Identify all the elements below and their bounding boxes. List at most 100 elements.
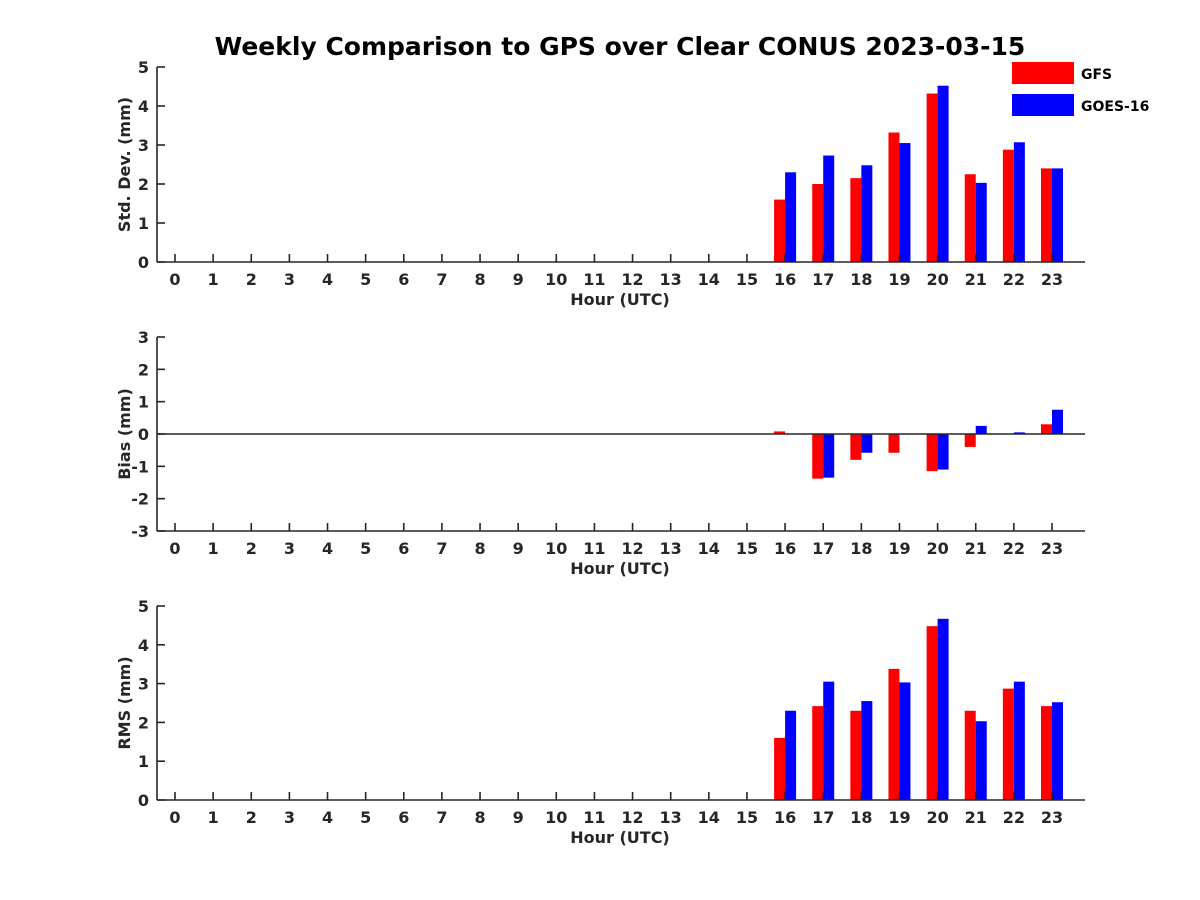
std-dev-x-tick-label: 5 (360, 270, 371, 289)
rms-x-tick-label: 23 (1041, 808, 1063, 827)
std-dev-x-tick-label: 10 (545, 270, 567, 289)
bias-x-tick-label: 18 (850, 539, 872, 558)
rms-bar-goes16-21 (975, 721, 987, 800)
bias-bar-gfs-18 (850, 434, 862, 460)
rms-x-tick-label: 20 (926, 808, 948, 827)
bias-x-tick-label: 4 (322, 539, 333, 558)
bias-x-tick-label: 20 (926, 539, 948, 558)
rms-x-tick-label: 16 (774, 808, 796, 827)
std-dev-x-tick-label: 4 (322, 270, 333, 289)
bias-y-tick-label: -2 (131, 490, 149, 509)
rms-bar-goes16-16 (785, 710, 797, 800)
std-dev-x-tick-label: 14 (698, 270, 720, 289)
bias-y-tick-label: 2 (138, 360, 149, 379)
std-dev-y-tick-label: 2 (138, 175, 149, 194)
rms-x-tick-label: 2 (246, 808, 257, 827)
std-dev-x-tick-label: 9 (513, 270, 524, 289)
bias-bar-gfs-19 (888, 434, 900, 453)
bias-bar-gfs-20 (926, 434, 938, 472)
std-dev-x-tick-label: 6 (398, 270, 409, 289)
std-dev-bar-goes16-20 (937, 85, 949, 262)
bias-y-tick-label: -3 (131, 522, 149, 541)
rms-x-tick-label: 8 (474, 808, 485, 827)
bias-y-tick-label: -1 (131, 457, 149, 476)
bias-bar-gfs-23 (1040, 424, 1052, 434)
rms-bar-gfs-21 (964, 710, 976, 800)
rms-bar-goes16-19 (899, 682, 911, 800)
bias-x-tick-label: 0 (169, 539, 180, 558)
std-dev-y-tick-label: 0 (138, 253, 149, 272)
std-dev-bar-goes16-21 (975, 182, 987, 262)
std-dev-x-tick-label: 8 (474, 270, 485, 289)
std-dev-x-tick-label: 12 (621, 270, 643, 289)
std-dev-x-tick-label: 21 (965, 270, 987, 289)
std-dev-x-tick-label: 0 (169, 270, 180, 289)
rms-bar-goes16-18 (861, 701, 873, 800)
bias-x-tick-label: 3 (284, 539, 295, 558)
bias-x-tick-label: 14 (698, 539, 720, 558)
rms-bar-goes16-20 (937, 618, 949, 800)
rms-x-tick-label: 22 (1003, 808, 1025, 827)
std-dev-y-tick-label: 3 (138, 136, 149, 155)
bias-x-tick-label: 12 (621, 539, 643, 558)
std-dev-x-tick-label: 17 (812, 270, 834, 289)
std-dev-bar-goes16-16 (785, 172, 797, 262)
bias-bar-gfs-17 (812, 434, 824, 479)
rms-x-tick-label: 18 (850, 808, 872, 827)
rms-bar-goes16-17 (823, 681, 835, 800)
bias-x-tick-label: 7 (436, 539, 447, 558)
rms-x-tick-label: 21 (965, 808, 987, 827)
legend-swatch-goes16 (1012, 94, 1074, 116)
std-dev-y-tick-label: 4 (138, 97, 149, 116)
rms-x-axis-label: Hour (UTC) (570, 828, 670, 847)
bias-x-tick-label: 15 (736, 539, 758, 558)
bias-bar-goes16-18 (861, 434, 873, 453)
bias-x-tick-label: 22 (1003, 539, 1025, 558)
bias-y-tick-label: 0 (138, 425, 149, 444)
legend-label-goes16: GOES-16 (1081, 99, 1149, 115)
std-dev-bar-gfs-23 (1040, 168, 1052, 262)
std-dev-x-tick-label: 18 (850, 270, 872, 289)
rms-bar-gfs-23 (1040, 706, 1052, 800)
bias-x-tick-label: 16 (774, 539, 796, 558)
bias-bar-goes16-21 (975, 425, 987, 434)
rms-bar-gfs-16 (774, 737, 786, 800)
rms-y-tick-label: 3 (138, 675, 149, 694)
std-dev-x-tick-label: 13 (660, 270, 682, 289)
rms-y-axis-label: RMS (mm) (115, 656, 134, 749)
bias-x-tick-label: 11 (583, 539, 605, 558)
bias-y-axis-label: Bias (mm) (115, 388, 134, 480)
std-dev-bar-gfs-20 (926, 93, 938, 263)
rms-y-tick-label: 4 (138, 636, 149, 655)
rms-x-tick-label: 1 (208, 808, 219, 827)
bias-x-tick-label: 5 (360, 539, 371, 558)
std-dev-bar-gfs-19 (888, 132, 900, 262)
std-dev-y-axis-label: Std. Dev. (mm) (115, 97, 134, 232)
std-dev-bar-goes16-23 (1051, 168, 1063, 262)
std-dev-x-axis-label: Hour (UTC) (570, 290, 670, 309)
rms-bar-gfs-22 (1002, 688, 1014, 800)
std-dev-x-tick-label: 16 (774, 270, 796, 289)
bias-x-tick-label: 10 (545, 539, 567, 558)
std-dev-bar-goes16-19 (899, 143, 911, 262)
rms-x-tick-label: 3 (284, 808, 295, 827)
bias-bar-goes16-17 (823, 434, 835, 478)
std-dev-x-tick-label: 3 (284, 270, 295, 289)
std-dev-bar-gfs-16 (774, 199, 786, 262)
rms-x-tick-label: 5 (360, 808, 371, 827)
rms-bar-gfs-20 (926, 626, 938, 800)
rms-bar-gfs-17 (812, 706, 824, 800)
rms-y-tick-label: 0 (138, 791, 149, 810)
std-dev-x-tick-label: 23 (1041, 270, 1063, 289)
bias-y-tick-label: 3 (138, 328, 149, 347)
bias-x-tick-label: 2 (246, 539, 257, 558)
std-dev-x-tick-label: 1 (208, 270, 219, 289)
legend-swatch-gfs (1012, 62, 1074, 84)
std-dev-bar-gfs-17 (812, 184, 824, 262)
std-dev-y-tick-label: 5 (138, 58, 149, 77)
bias-x-tick-label: 17 (812, 539, 834, 558)
bias-bar-gfs-16 (774, 431, 786, 434)
